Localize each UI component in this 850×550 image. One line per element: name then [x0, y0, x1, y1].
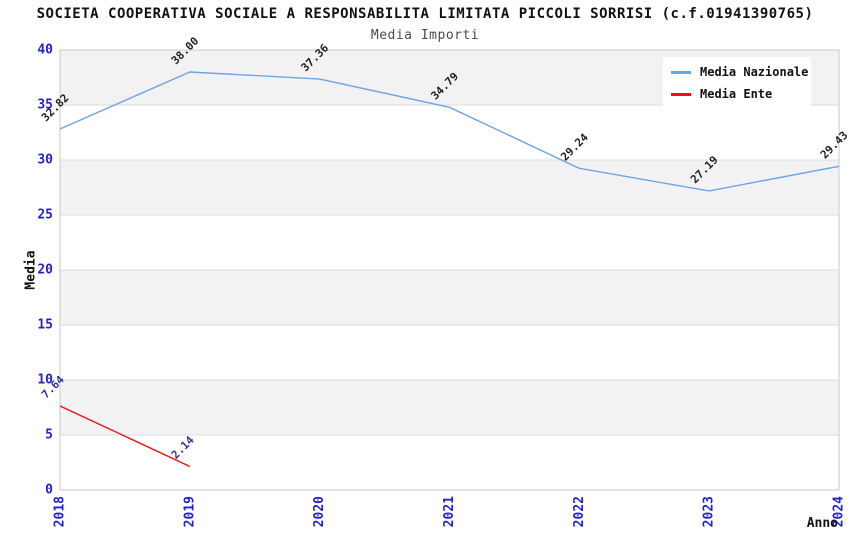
grid-band: [60, 325, 839, 380]
grid-band: [60, 380, 839, 435]
grid-band: [60, 270, 839, 325]
legend-item-media-nazionale: Media Nazionale: [671, 65, 808, 79]
grid-band: [60, 215, 839, 270]
y-axis-title: Media: [24, 250, 39, 289]
legend: Media Nazionale Media Ente: [663, 57, 811, 109]
x-tick-label: 2018: [53, 496, 68, 527]
series-line-media-ente: [59, 405, 191, 468]
legend-label: Media Nazionale: [700, 65, 809, 79]
y-tick-label: 10: [37, 373, 53, 388]
y-tick-label: 25: [37, 208, 53, 223]
y-tick-label: 5: [45, 428, 53, 443]
y-tick-label: 30: [37, 153, 53, 168]
x-axis-title: Anno: [807, 516, 838, 531]
grid-band: [60, 435, 839, 490]
y-tick-label: 20: [37, 263, 53, 278]
y-tick-label: 0: [45, 483, 53, 498]
legend-line-swatch-ente: [671, 92, 691, 96]
legend-item-media-ente: Media Ente: [671, 87, 803, 101]
series-line-media-nazionale: [59, 71, 840, 192]
x-tick-label: 2020: [312, 496, 327, 527]
x-tick-label: 2023: [702, 496, 717, 527]
x-tick-label: 2022: [572, 496, 587, 527]
chart-subtitle: Media Importi: [370, 28, 480, 43]
y-tick-label: 15: [37, 318, 53, 333]
y-tick-label: 35: [37, 98, 53, 113]
legend-label: Media Ente: [700, 87, 773, 101]
x-tick-label: 2019: [182, 496, 197, 527]
plot-border: [59, 49, 840, 491]
x-tick-label: 2024: [832, 496, 847, 527]
chart-title: SOCIETA COOPERATIVA SOCIALE A RESPONSABI…: [36, 6, 814, 22]
grid-band: [60, 105, 839, 160]
legend-line-swatch-nazionale: [671, 70, 691, 74]
grid-band: [60, 160, 839, 215]
x-tick-label: 2021: [442, 496, 457, 527]
y-tick-label: 40: [37, 43, 53, 58]
